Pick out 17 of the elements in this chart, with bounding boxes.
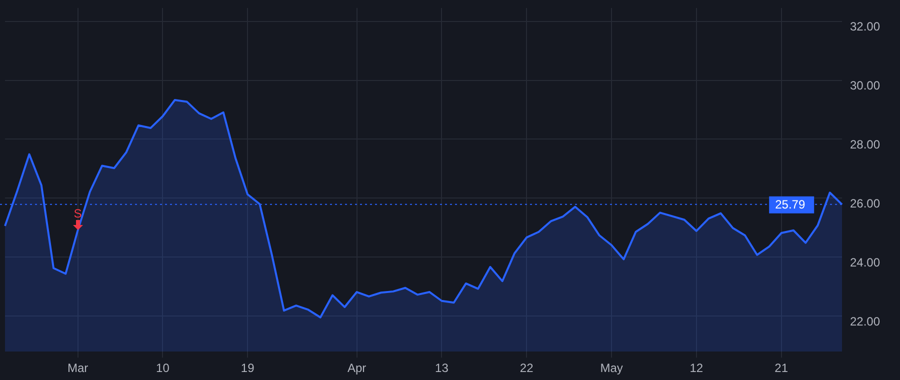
- x-tick-label: 22: [520, 361, 534, 376]
- y-tick-label: 22.00: [850, 314, 880, 329]
- y-tick-label: 24.00: [850, 256, 880, 270]
- x-tick-label: May: [600, 361, 623, 376]
- y-tick-label: 26.00: [850, 196, 880, 211]
- x-tick-label: Mar: [67, 361, 88, 376]
- annotation: S: [74, 206, 82, 221]
- y-tick-label: 32.00: [850, 20, 880, 34]
- x-tick-label: 13: [435, 361, 449, 376]
- x-tick-label: 12: [690, 361, 704, 376]
- y-tick-label: 30.00: [850, 78, 880, 93]
- x-tick-label: Apr: [347, 361, 366, 376]
- x-tick-label: 21: [774, 361, 788, 376]
- ref-line-label: 25.79: [775, 198, 806, 212]
- y-tick-label: 28.00: [850, 138, 880, 152]
- x-tick-label: 19: [240, 361, 255, 376]
- x-tick-label: 10: [156, 361, 170, 376]
